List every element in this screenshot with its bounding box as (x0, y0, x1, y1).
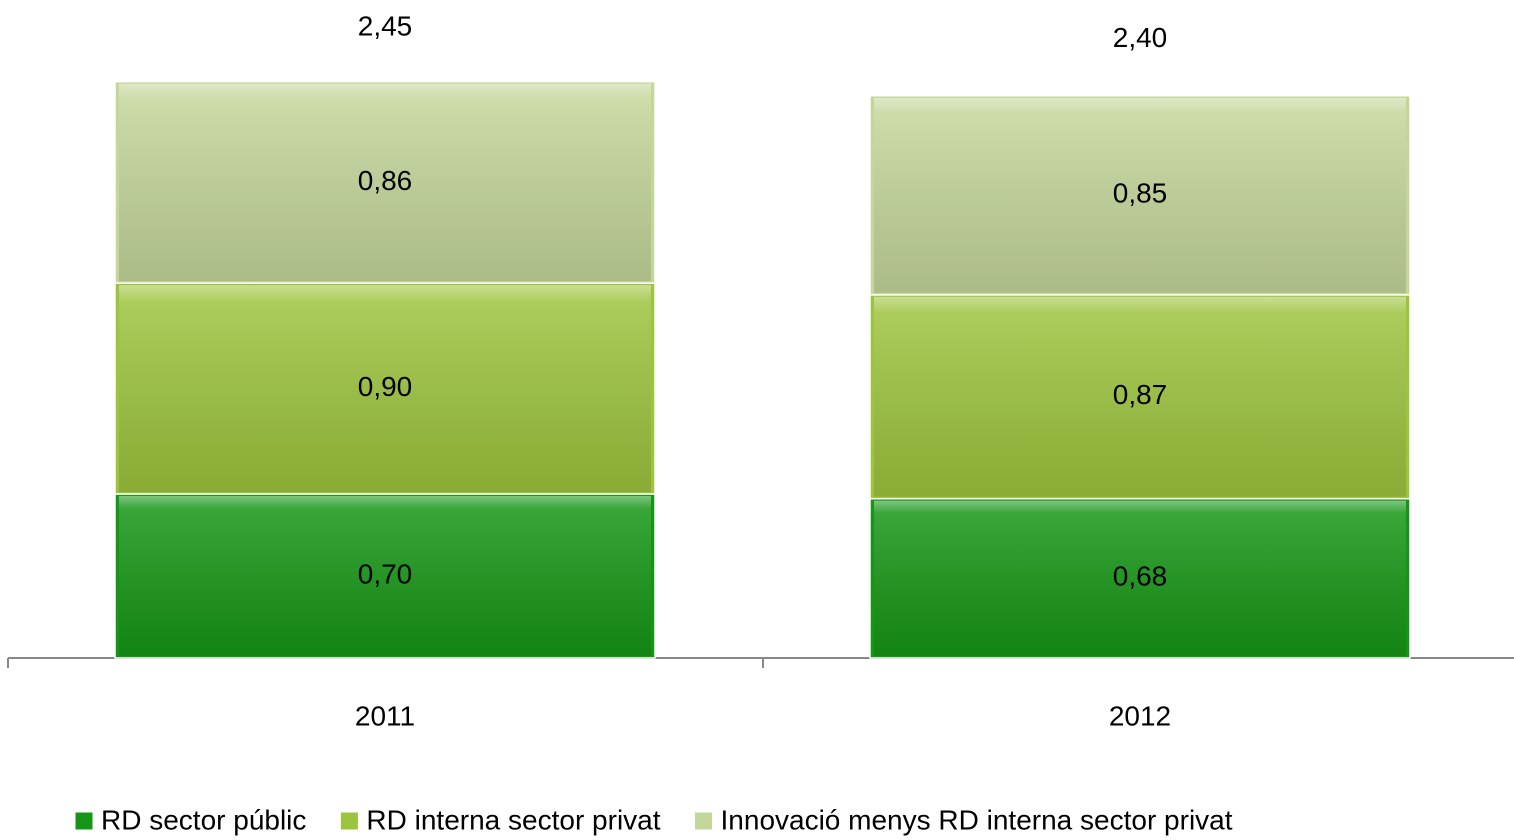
data-label: 0,87 (1113, 379, 1168, 410)
data-label: 0,86 (358, 165, 413, 196)
bar-shine (119, 496, 651, 656)
legend-label: RD interna sector privat (366, 804, 660, 835)
total-label: 2,40 (1113, 22, 1168, 53)
x-tick-label: 2012 (1109, 700, 1171, 731)
legend-label: RD sector públic (101, 804, 306, 835)
legend-swatch (694, 811, 714, 831)
data-label: 0,90 (358, 371, 413, 402)
bar-shine (874, 296, 1406, 497)
total-label: 2,45 (358, 10, 413, 41)
data-label: 0,68 (1113, 561, 1168, 592)
bar-shine (874, 97, 1406, 293)
x-tick-label: 2011 (355, 700, 415, 731)
legend-swatch (74, 811, 94, 831)
bar-shine (119, 285, 651, 492)
legend-label: Innovació menys RD interna sector privat (721, 804, 1233, 835)
bar-shine (119, 83, 651, 282)
data-label: 0,85 (1113, 178, 1168, 209)
bar-shine (874, 500, 1406, 656)
legend-swatch (339, 811, 359, 831)
data-label: 0,70 (358, 558, 413, 589)
